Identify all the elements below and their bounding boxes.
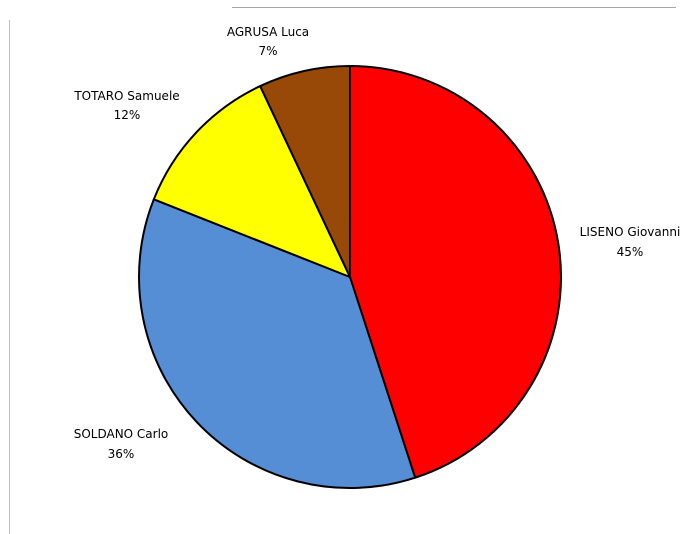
slice-label-agrusa: AGRUSA Luca 7% <box>227 25 309 58</box>
slice-label-liseno: LISENO Giovanni 45% <box>580 225 681 259</box>
slice-name-liseno: LISENO Giovanni <box>580 225 681 239</box>
pie-slices <box>138 65 562 489</box>
slice-percent-totaro: 12% <box>114 108 141 122</box>
pie-slice-totaro <box>152 85 351 278</box>
pie-slice-liseno <box>349 65 562 479</box>
slice-name-totaro: TOTARO Samuele <box>73 89 179 103</box>
slice-name-agrusa: AGRUSA Luca <box>227 25 309 39</box>
slice-name-soldano: SOLDANO Carlo <box>74 427 169 441</box>
pie-slice-soldano <box>138 198 417 489</box>
pie-slice-agrusa <box>259 65 351 278</box>
slice-percent-liseno: 45% <box>617 245 644 259</box>
slice-percent-soldano: 36% <box>108 447 135 461</box>
slice-label-soldano: SOLDANO Carlo 36% <box>74 427 169 461</box>
slice-label-totaro: TOTARO Samuele 12% <box>73 89 179 122</box>
slice-percent-agrusa: 7% <box>258 44 277 58</box>
